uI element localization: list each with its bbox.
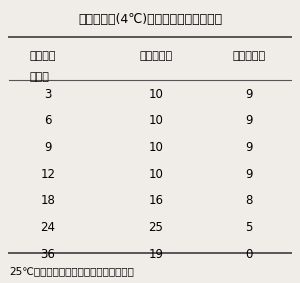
Text: 10: 10	[148, 168, 164, 181]
Text: 9: 9	[44, 141, 52, 154]
Text: 生存個体数: 生存個体数	[232, 51, 266, 61]
Text: 9: 9	[245, 88, 253, 101]
Text: 19: 19	[148, 248, 164, 261]
Text: 供試茎頂数: 供試茎頂数	[140, 51, 172, 61]
Text: 表１．低温(4℃)保存後の茎頂の生存数: 表１．低温(4℃)保存後の茎頂の生存数	[78, 13, 222, 26]
Text: 0: 0	[245, 248, 253, 261]
Text: 9: 9	[245, 114, 253, 127]
Text: 12: 12	[40, 168, 56, 181]
Text: 36: 36	[40, 248, 56, 261]
Text: 8: 8	[245, 194, 253, 207]
Text: 18: 18	[40, 194, 56, 207]
Text: 6: 6	[44, 114, 52, 127]
Text: 9: 9	[245, 141, 253, 154]
Text: 10: 10	[148, 114, 164, 127]
Text: 25℃で１ヶ月培養して生存を確認した。: 25℃で１ヶ月培養して生存を確認した。	[9, 266, 134, 276]
Text: 25: 25	[148, 221, 164, 234]
Text: 3: 3	[44, 88, 52, 101]
Text: 5: 5	[245, 221, 253, 234]
Text: 10: 10	[148, 88, 164, 101]
Text: 24: 24	[40, 221, 56, 234]
Text: 9: 9	[245, 168, 253, 181]
Text: 16: 16	[148, 194, 164, 207]
Text: 10: 10	[148, 141, 164, 154]
Text: 保存期間: 保存期間	[30, 51, 56, 61]
Text: （月）: （月）	[30, 72, 50, 82]
